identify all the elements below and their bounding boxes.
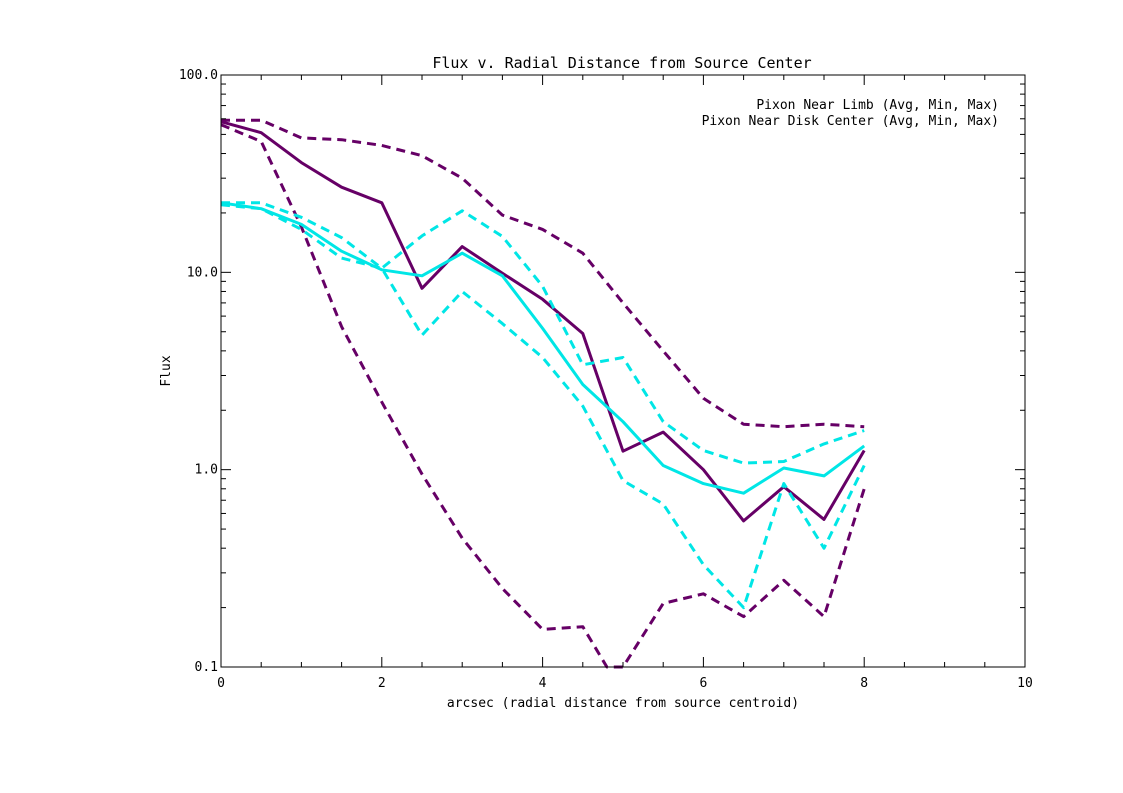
y-tick-label: 0.1: [195, 660, 218, 675]
series-line-limb-avg: [220, 120, 866, 523]
series-line-limb-max: [221, 118, 865, 429]
y-tick-label: 100.0: [179, 68, 218, 83]
legend: Pixon Near Limb (Avg, Min, Max) Pixon Ne…: [702, 98, 999, 129]
chart-title: Flux v. Radial Distance from Source Cent…: [432, 54, 811, 72]
x-tick-label: 6: [699, 676, 707, 691]
series-line-limb-min: [220, 123, 866, 669]
series-layer: [220, 118, 866, 669]
legend-entry-disk: Pixon Near Disk Center (Avg, Min, Max): [702, 114, 999, 129]
y-tick-label: 10.0: [187, 265, 218, 280]
series-line-disk-max: [221, 201, 865, 465]
y-axis-label: Flux: [159, 355, 174, 386]
x-tick-label: 4: [539, 676, 547, 691]
x-tick-label: 0: [217, 676, 225, 691]
x-tick-label: 2: [378, 676, 386, 691]
x-tick-label: 10: [1017, 676, 1033, 691]
x-axis-label: arcsec (radial distance from source cent…: [447, 696, 799, 711]
series-line-disk-min: [220, 203, 866, 610]
legend-entry-limb: Pixon Near Limb (Avg, Min, Max): [756, 98, 999, 113]
y-tick-label: 1.0: [195, 463, 218, 478]
x-tick-label: 8: [860, 676, 868, 691]
series-line-disk-avg: [220, 201, 866, 495]
axis-layer: 0 2 4 6 8 10 0.1 1.0 10.0 100.0: [179, 68, 1033, 691]
plot-frame: [220, 74, 1026, 668]
